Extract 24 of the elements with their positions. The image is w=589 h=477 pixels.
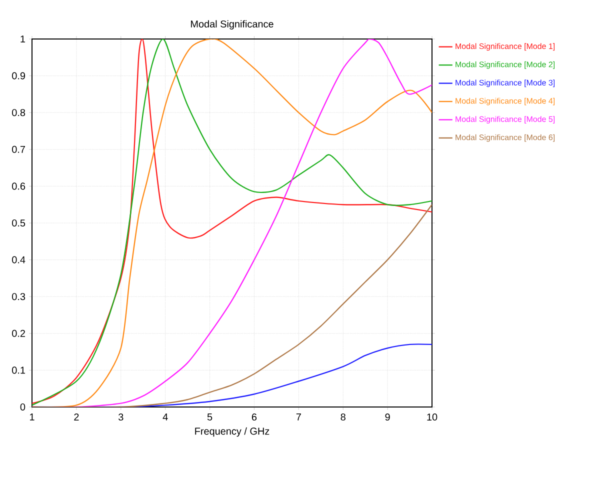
chart-title: Modal Significance [191,20,274,30]
x-tick-label: 3 [118,414,124,421]
x-tick-label: 5 [207,414,212,420]
y-tick-label: 0.8 [12,109,26,116]
x-tick-label: 10 [427,414,438,421]
x-axis-title: Frequency / GHz [195,427,270,437]
y-tick-label: 0.4 [12,256,26,264]
y-tick-label: 0.6 [12,182,26,190]
x-tick-label: 9 [385,414,390,421]
y-tick-label: 1 [20,36,26,42]
y-tick-label: 0.2 [12,330,25,337]
x-tick-label: 8 [340,414,346,421]
x-tick-label: 6 [252,414,257,421]
y-tick-label: 0.9 [12,72,26,80]
y-tick-label: 0.3 [12,293,26,300]
y-tick-label: 0.5 [12,219,26,227]
x-tick-label: 7 [296,414,301,420]
y-tick-label: 0.7 [12,146,25,153]
x-tick-label: 2 [74,414,79,420]
x-tick-label: 4 [162,414,168,420]
line-series [32,204,432,407]
y-tick-label: 0 [20,403,26,411]
y-tick-label: 0.1 [12,366,26,374]
x-tick-label: 1 [30,414,34,420]
